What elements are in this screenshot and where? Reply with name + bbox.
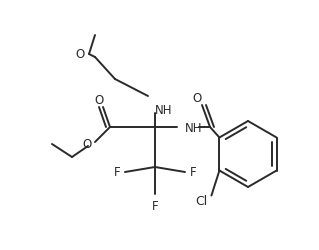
Text: F: F: [152, 199, 158, 212]
Text: NH: NH: [185, 121, 203, 134]
Text: F: F: [113, 166, 120, 179]
Text: O: O: [192, 92, 202, 105]
Text: O: O: [83, 138, 92, 151]
Text: F: F: [190, 166, 197, 179]
Text: O: O: [94, 93, 104, 106]
Text: NH: NH: [155, 103, 173, 116]
Text: O: O: [76, 48, 85, 61]
Text: Cl: Cl: [195, 194, 208, 207]
